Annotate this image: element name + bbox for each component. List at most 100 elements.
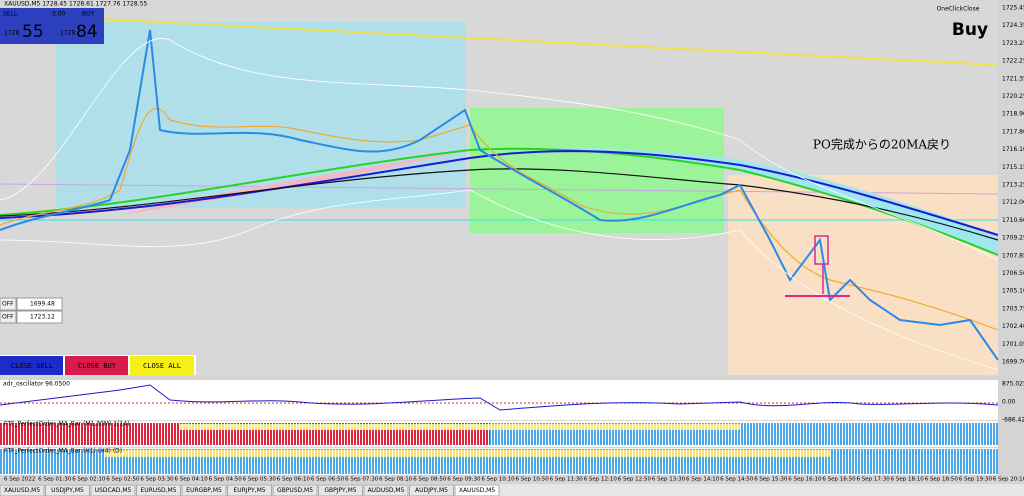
price-tick-label: 1720.25 [1002,93,1024,100]
close-button-label[interactable]: CLOSE SELL [11,362,53,370]
tab-label[interactable]: XAUUSD,M5 [459,487,496,494]
oscillator-tick: -686.425 [1002,417,1024,424]
ma-blue [0,150,999,236]
close-button-label[interactable]: CLOSE BUY [78,362,117,370]
bar-panel-label: FTF_PerfectOrder_MA_Bar (M1,30M) 1(14) [4,421,129,428]
tab[interactable] [363,484,409,496]
tab[interactable] [0,484,45,496]
signal-label: Buy [952,20,988,40]
cloud-cyan [470,147,998,255]
price-tick-label: 1701.05 [1002,341,1024,348]
time-tick-label: 6 Sep 12:10 [584,477,618,483]
oscillator-panel [0,380,998,420]
trade-panel [0,8,104,44]
sell-label[interactable]: SELL [3,11,18,18]
one-click-close: OneClickClose [937,6,980,13]
close-buy-button[interactable] [65,356,128,375]
tab[interactable] [272,484,318,496]
tab-label[interactable]: EURUSD,M5 [140,487,176,494]
close-sell-button[interactable] [0,356,63,375]
tab-label[interactable]: GBPJPY,M5 [324,487,356,494]
price-tick-label: 1723.25 [1002,40,1024,47]
price-tick-label: 1722.25 [1002,58,1024,65]
bars-yellow [180,424,740,430]
close-all-button[interactable] [130,356,194,375]
tab-label[interactable]: EURGBP,M5 [186,487,222,494]
zone-green [470,108,724,233]
oscillator-label: adr_oscillator 96.0500 [3,381,70,388]
price-tick-label: 1705.10 [1002,288,1024,295]
time-tick-label: 6 Sep 05:30 [243,477,277,483]
off-button[interactable] [0,310,17,324]
tab-label[interactable]: AUDJPY,M5 [415,487,448,494]
oscillator-tick: 875.025 [1002,381,1024,388]
time-tick-label: 6 Sep 02:10 [72,477,106,483]
price-tick-label: 1718.90 [1002,111,1024,118]
annotation: PO完成からの20MA戻り [813,137,951,152]
tab[interactable] [45,484,90,496]
time-tick-label: 6 Sep 14:10 [686,477,720,483]
time-tick-label: 6 Sep 18:10 [891,477,925,483]
time-tick-label: 6 Sep 11:30 [550,477,584,483]
time-tick-label: 6 Sep 16:10 [788,477,822,483]
price-tick-label: 1706.50 [1002,270,1024,277]
price-tick-label: 1710.60 [1002,217,1024,224]
ma-black [0,168,999,241]
off-price: 1699.48 [30,301,55,308]
sell-pips: 55 [22,22,44,42]
time-tick-label: 6 Sep 04:10 [175,477,209,483]
time-tick-label: 6 Sep 06:50 [311,477,345,483]
tab[interactable] [181,484,227,496]
tab-label[interactable]: AUDUSD,M5 [368,487,405,494]
price-tick-label: 1725.45 [1002,5,1024,12]
tab-label[interactable]: GBPUSD,M5 [277,487,313,494]
time-tick-label: 6 Sep 03:30 [140,477,174,483]
buy-price: 1728 [60,30,75,37]
price-tick-label: 1724.35 [1002,22,1024,29]
price-tick-label: 1715.15 [1002,164,1024,171]
zone-orange [728,175,998,375]
buy-label[interactable]: BUY [82,11,95,18]
time-tick-label: 6 Sep 13:30 [652,477,686,483]
price-tick-label: 1721.35 [1002,75,1024,82]
highlight-box [814,235,829,265]
tab-label[interactable]: USDJPY,M5 [51,487,84,494]
time-tick-label: 6 Sep 18:50 [925,477,959,483]
tab[interactable] [90,484,136,496]
ma-green [0,147,999,256]
tab-label[interactable]: EURJPY,M5 [233,487,265,494]
time-tick-label: 6 Sep 08:10 [379,477,413,483]
price-tick-label: 1712.00 [1002,199,1024,206]
tab[interactable] [454,484,500,496]
price-tick-label: 1707.85 [1002,252,1024,259]
tab[interactable] [136,484,181,496]
price-tick-label: 1709.25 [1002,235,1024,242]
price-tick-label: 1713.25 [1002,182,1024,189]
time-tick-label: 6 Sep 15:30 [754,477,788,483]
off-button[interactable] [0,297,17,311]
band-lower [0,189,999,371]
time-tick-label: 6 Sep 09:30 [447,477,481,483]
time-tick-label: 6 Sep 17:30 [857,477,891,483]
lot-size: 3.00 [52,11,66,18]
tab[interactable] [318,484,363,496]
time-tick-label: 6 Sep 19:30 [959,477,993,483]
off-label[interactable]: OFF [2,314,14,321]
price-field [16,310,63,324]
tab-label[interactable]: USDCAD,M5 [95,487,132,494]
tab[interactable] [409,484,454,496]
time-tick-label: 6 Sep 08:50 [413,477,447,483]
time-tick-label: 6 Sep 2022 [4,477,35,483]
tab-label[interactable]: XAUUSD,M5 [4,487,41,494]
time-tick-label: 6 Sep 12:50 [618,477,652,483]
tab[interactable] [227,484,272,496]
trend-line [0,13,999,66]
time-tick-label: 6 Sep 07:30 [345,477,379,483]
close-button-label[interactable]: CLOSE ALL [143,362,181,370]
bars-yellow [105,450,830,457]
time-tick-label: 6 Sep 10:10 [481,477,515,483]
time-tick-label: 6 Sep 10:50 [516,477,550,483]
price-tick-label: 1717.80 [1002,128,1024,135]
off-label[interactable]: OFF [2,301,14,308]
